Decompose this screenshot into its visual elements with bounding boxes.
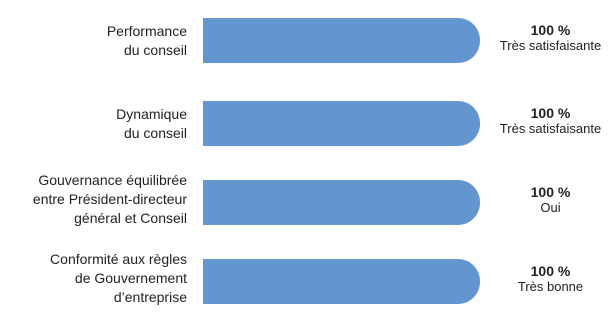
value-label-group: 100 % Oui [486, 184, 615, 216]
value-label: 100 % [530, 184, 571, 200]
bar [203, 180, 480, 225]
value-description: Très bonne [517, 279, 584, 294]
bar [203, 18, 480, 63]
value-label: 100 % [530, 263, 571, 279]
category-label: Conformité aux règles de Gouvernement d’… [50, 251, 187, 305]
value-label: 100 % [530, 22, 571, 38]
value-description: Très satisfaisante [499, 121, 602, 136]
category-label: Performance du conseil [106, 22, 187, 58]
value-label-group: 100 % Très bonne [486, 263, 615, 295]
value-label-group: 100 % Très satisfaisante [486, 105, 615, 137]
category-label: Gouvernance équilibrée entre Président-d… [32, 172, 187, 226]
value-label-group: 100 % Très satisfaisante [486, 22, 615, 54]
value-description: Oui [540, 200, 561, 215]
category-label: Dynamique du conseil [116, 105, 187, 141]
bar [203, 101, 480, 146]
value-label: 100 % [530, 105, 571, 121]
bar [203, 259, 480, 304]
value-description: Très satisfaisante [499, 38, 602, 53]
